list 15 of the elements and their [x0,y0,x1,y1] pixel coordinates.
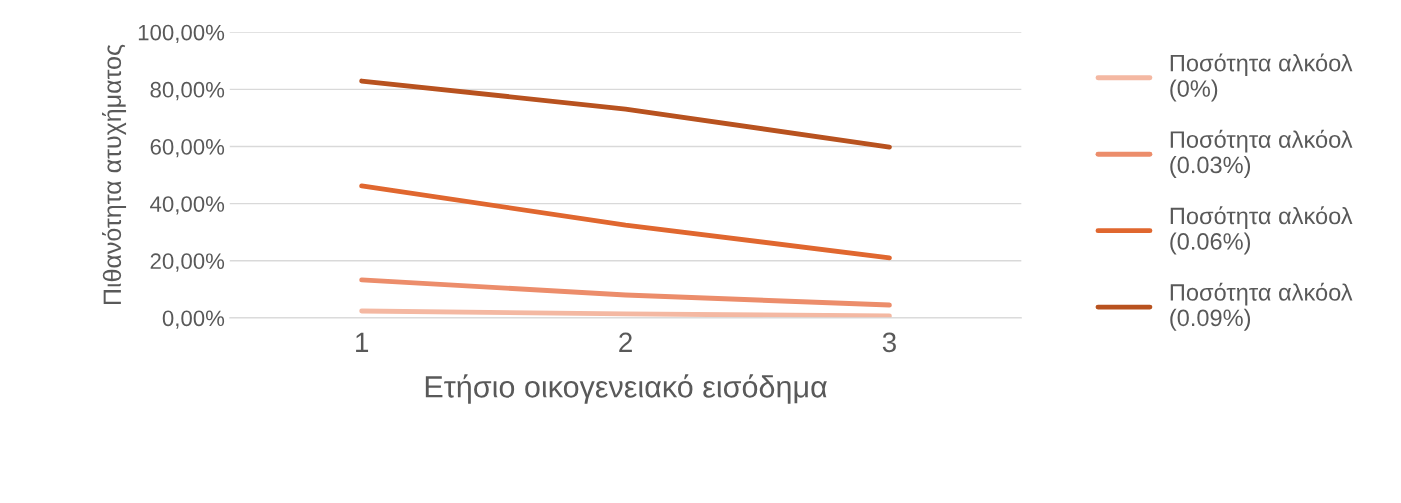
x-tick-label: 3 [882,332,896,353]
y-tick-label: 0,00% [162,310,225,329]
legend-label: Ποσότητα αλκόολ (0.06%) [1170,206,1353,255]
x-tick-label: 2 [619,332,632,352]
y-tick-label: 100,00% [138,24,225,44]
y-axis-title: Πιθανότητα ατυχήματος [102,44,127,305]
legend-label: Ποσότητα αλκόολ (0.09%) [1170,282,1353,331]
y-tick-label: 80,00% [150,81,225,101]
y-tick-label: 20,00% [150,253,225,272]
x-tick-label: 1 [356,332,369,352]
y-tick-label: 40,00% [150,196,225,215]
legend-label: Ποσότητα αλκόολ (0.03%) [1170,129,1353,178]
y-tick-label: 60,00% [150,139,225,158]
legend-label: Ποσότητα αλκόολ (0%) [1170,53,1353,102]
x-axis-title: Ετήσιο οικογενειακό εισόδημα [425,374,827,404]
